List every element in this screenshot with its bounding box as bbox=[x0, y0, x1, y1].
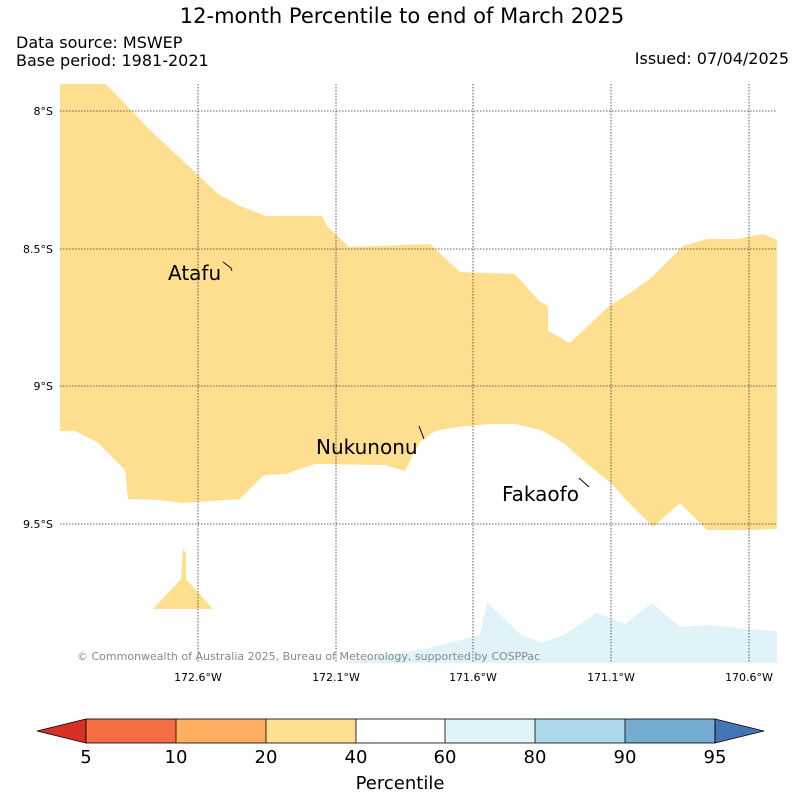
data-source-block: Data source: MSWEP Base period: 1981-202… bbox=[16, 34, 209, 70]
colorbar-tick-label: 60 bbox=[434, 747, 457, 768]
lat-label: 9.5°S bbox=[23, 518, 53, 531]
percentile-60-80-region bbox=[340, 602, 777, 663]
colorbar-tick-label: 95 bbox=[704, 747, 727, 768]
place-label-fakaofo: Fakaofo bbox=[502, 482, 579, 506]
percentile-20-40-region bbox=[60, 84, 777, 530]
data-source: Data source: MSWEP bbox=[16, 33, 183, 52]
colorbar-segment-over-95 bbox=[714, 718, 765, 744]
map-title: 12-month Percentile to end of March 2025 bbox=[179, 4, 625, 28]
colorbar-tick-label: 40 bbox=[345, 747, 368, 768]
lon-label: 172.1°W bbox=[312, 671, 360, 684]
colorbar-tick-label: 80 bbox=[524, 747, 547, 768]
colorbar-tick-label: 90 bbox=[614, 747, 637, 768]
issued-date: Issued: 07/04/2025 bbox=[634, 49, 789, 68]
copyright-notice: © Commonwealth of Australia 2025, Bureau… bbox=[77, 650, 540, 663]
nukunonu-leader-line bbox=[418, 425, 425, 440]
colorbar-segment-90-95 bbox=[625, 719, 715, 743]
fakaofo-leader-line bbox=[578, 477, 590, 488]
lon-label: 172.6°W bbox=[174, 671, 222, 684]
lat-label: 8°S bbox=[34, 105, 53, 118]
colorbar-segment-5-10 bbox=[86, 719, 176, 743]
lat-label: 9°S bbox=[34, 380, 53, 393]
colorbar-label: Percentile bbox=[356, 773, 445, 794]
lon-label: 171.6°W bbox=[449, 671, 497, 684]
place-label-nukunonu: Nukunonu bbox=[316, 435, 418, 459]
colorbar-tick-label: 20 bbox=[255, 747, 278, 768]
colorbar: 5 10 20 40 60 80 90 95 Percentile bbox=[36, 718, 765, 794]
colorbar-segment-80-90 bbox=[535, 719, 625, 743]
colorbar-segment-40-60 bbox=[356, 719, 445, 743]
colorbar-segment-60-80 bbox=[445, 719, 535, 743]
lat-label: 8.5°S bbox=[23, 243, 53, 256]
colorbar-segment-20-40 bbox=[266, 719, 356, 743]
atafu-leader-line bbox=[222, 261, 233, 272]
colorbar-tick-label: 5 bbox=[80, 747, 91, 768]
colorbar-tick-label: 10 bbox=[165, 747, 188, 768]
graticule bbox=[60, 84, 777, 663]
colorbar-segment-under-5 bbox=[36, 718, 87, 744]
lon-label: 171.1°W bbox=[587, 671, 635, 684]
lon-label: 170.6°W bbox=[725, 671, 773, 684]
colorbar-outline bbox=[85, 718, 716, 744]
colorbar-segment-10-20 bbox=[176, 719, 266, 743]
place-label-atafu: Atafu bbox=[168, 261, 221, 285]
base-period: Base period: 1981-2021 bbox=[16, 51, 209, 70]
